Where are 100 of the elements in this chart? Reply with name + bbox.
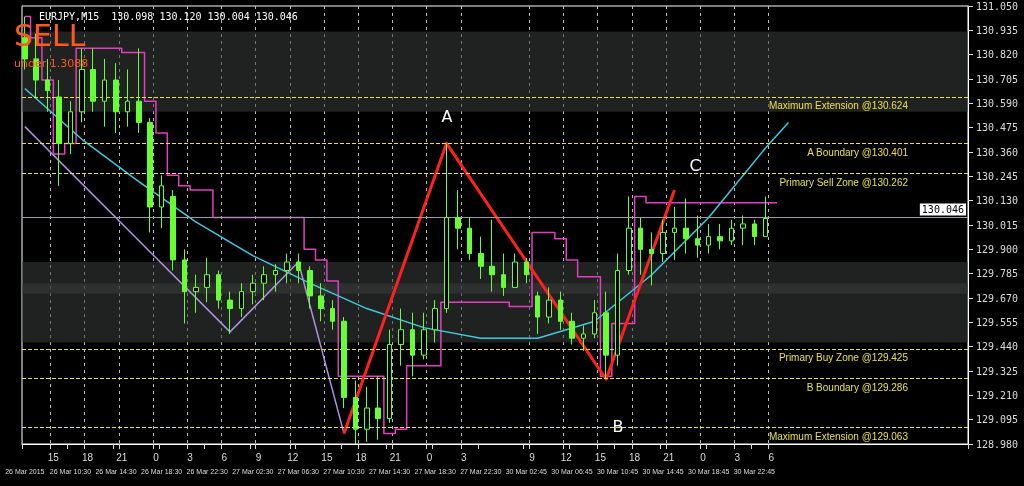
- y-tick-label: 130.130: [976, 195, 1019, 207]
- candlestick: [330, 299, 335, 331]
- x-tick-label: 0: [153, 451, 160, 463]
- y-tick-label: 129.440: [976, 341, 1019, 353]
- candlestick: [672, 206, 677, 261]
- candlestick: [216, 269, 221, 310]
- candlestick: [421, 312, 427, 360]
- ref-line-label: A Boundary @130.401: [807, 147, 909, 159]
- candlestick: [56, 79, 62, 187]
- candlestick: [717, 223, 723, 250]
- candlestick: [535, 291, 540, 335]
- x-tick-label: 12: [287, 451, 299, 463]
- candlestick: [387, 329, 392, 424]
- ref-line-label: Primary Sell Zone @130.262: [779, 176, 909, 188]
- candlestick: [90, 47, 96, 113]
- x-tick-label: 6: [221, 451, 228, 463]
- y-tick-label: 130.475: [976, 122, 1019, 134]
- y-tick-label: 130.935: [976, 24, 1019, 36]
- x-tick-label: 3: [187, 451, 194, 463]
- x-tick-label: 12: [560, 451, 573, 463]
- x-tick-label: 9: [255, 451, 262, 463]
- candlestick: [159, 174, 164, 229]
- candlestick: [227, 291, 233, 335]
- candlestick: [353, 380, 358, 445]
- candlestick: [307, 265, 313, 310]
- x-tick-label: 3: [460, 451, 467, 463]
- ref-line-label: Primary Buy Zone @129.425: [778, 352, 909, 364]
- y-tick-label: 128.980: [976, 438, 1019, 450]
- candlestick: [318, 282, 324, 322]
- y-tick-label: 131.050: [976, 0, 1019, 12]
- y-tick-label: 130.360: [976, 146, 1019, 158]
- y-tick-label: 129.210: [976, 389, 1019, 401]
- candlestick: [136, 47, 142, 134]
- y-tick-label: 130.015: [976, 219, 1019, 231]
- candlestick: [546, 286, 552, 324]
- candlestick: [592, 299, 597, 339]
- x-tick-label: 15: [594, 451, 607, 463]
- x-tick-label: 21: [389, 451, 402, 463]
- annotation: A: [441, 106, 453, 126]
- candlestick: [695, 214, 700, 259]
- y-tick-label: 129.095: [976, 414, 1019, 426]
- ref-line-label: Maximum Extension @130.624: [768, 100, 909, 112]
- x-tick-label: 6: [768, 451, 775, 463]
- candlestick: [569, 312, 575, 346]
- candlestick: [147, 117, 153, 233]
- x-tick-label: 21: [116, 451, 128, 463]
- candlestick: [740, 214, 746, 246]
- y-tick-label: 129.325: [976, 365, 1019, 377]
- x-tick-label: 0: [700, 451, 707, 463]
- x-tick-label: 18: [629, 451, 641, 463]
- candlestick: [638, 217, 643, 276]
- candlestick: [182, 248, 187, 324]
- annotation: C: [689, 155, 701, 175]
- x-tick-label: 9: [529, 451, 536, 463]
- candlestick: [478, 236, 484, 280]
- candlestick: [375, 375, 381, 441]
- y-tick-label: 130.245: [976, 170, 1019, 182]
- y-tick-label: 130.590: [976, 97, 1019, 109]
- candlestick: [432, 299, 438, 343]
- candlestick: [524, 257, 529, 284]
- candlestick: [752, 219, 757, 246]
- candlestick: [512, 253, 518, 288]
- x-tick-label: 15: [47, 451, 60, 463]
- candlestick: [170, 189, 176, 271]
- candlestick: [341, 316, 347, 409]
- candlestick: [250, 274, 256, 305]
- candlestick: [284, 253, 290, 284]
- candlestick: [706, 223, 711, 255]
- x-tick-label: 18: [81, 451, 94, 463]
- candlestick: [45, 58, 50, 113]
- candlestick: [501, 253, 506, 297]
- y-tick-label: 129.555: [976, 316, 1019, 328]
- candlestick: [204, 257, 210, 303]
- candlestick: [239, 282, 244, 318]
- y-tick-label: 129.785: [976, 268, 1019, 280]
- x-tick-label: 21: [663, 451, 675, 463]
- candlestick: [410, 312, 415, 377]
- line-series: [24, 125, 345, 435]
- ref-line-label: Maximum Extension @129.063: [768, 430, 909, 442]
- line-series: [342, 141, 677, 435]
- candlestick: [113, 62, 119, 134]
- candlestick: [660, 219, 666, 263]
- candlestick: [683, 198, 689, 255]
- candlestick: [455, 189, 461, 250]
- candlestick: [444, 143, 449, 314]
- x-tick-label: 0: [426, 451, 433, 463]
- annotation: B: [612, 416, 624, 436]
- candlestick: [603, 291, 609, 379]
- candlestick: [261, 265, 267, 301]
- candlestick: [489, 219, 495, 293]
- candlestick: [102, 58, 107, 128]
- candlestick: [273, 263, 278, 293]
- y-tick-label: 129.670: [976, 292, 1019, 304]
- candlestick: [581, 325, 586, 352]
- candlestick: [729, 219, 734, 246]
- candlestick: [467, 217, 472, 261]
- candlestick: [558, 291, 563, 331]
- ref-line-label: B Boundary @129.286: [806, 381, 909, 393]
- candlestick: [615, 253, 620, 367]
- candlestick: [398, 308, 404, 367]
